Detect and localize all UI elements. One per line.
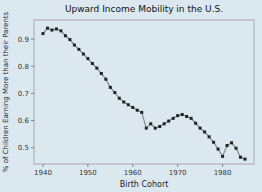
x-tick-label: 1940 bbox=[34, 169, 52, 177]
marker bbox=[109, 86, 112, 89]
marker bbox=[199, 127, 202, 130]
plot-area bbox=[41, 27, 246, 161]
marker bbox=[59, 29, 62, 32]
marker bbox=[217, 148, 220, 151]
marker bbox=[235, 147, 238, 150]
marker bbox=[167, 120, 170, 123]
marker bbox=[244, 158, 247, 161]
y-tick bbox=[31, 66, 34, 67]
marker bbox=[118, 97, 121, 100]
y-tick-label: 0.7 bbox=[18, 90, 29, 98]
marker bbox=[212, 141, 215, 144]
marker bbox=[163, 122, 166, 125]
line bbox=[43, 28, 245, 159]
marker bbox=[194, 122, 197, 125]
marker bbox=[50, 29, 53, 32]
x-tick-label: 1980 bbox=[214, 169, 232, 177]
marker bbox=[91, 62, 94, 65]
y-axis-label: % of Children Earning More than their Pa… bbox=[2, 11, 10, 172]
y-tick-label: 0.5 bbox=[18, 144, 29, 152]
marker bbox=[122, 101, 125, 104]
marker bbox=[131, 106, 134, 109]
y-tick-label: 0.8 bbox=[18, 63, 29, 71]
marker bbox=[172, 117, 175, 120]
marker bbox=[100, 72, 103, 75]
y-tick bbox=[31, 39, 34, 40]
y-tick-label: 0.9 bbox=[18, 36, 29, 44]
marker bbox=[176, 114, 179, 117]
x-tick-label: 1960 bbox=[124, 169, 142, 177]
title: Upward Income Mobility in the U.S. bbox=[65, 4, 223, 14]
marker bbox=[136, 109, 139, 112]
y-tick bbox=[31, 120, 34, 121]
plot-frame bbox=[34, 20, 254, 164]
marker bbox=[190, 117, 193, 120]
marker bbox=[95, 67, 98, 70]
marker bbox=[55, 27, 58, 30]
marker bbox=[145, 127, 148, 130]
y-tick bbox=[31, 147, 34, 148]
marker bbox=[226, 144, 229, 147]
marker bbox=[154, 127, 157, 130]
marker bbox=[127, 103, 130, 106]
marker bbox=[113, 91, 116, 94]
x-tick bbox=[42, 164, 43, 167]
marker bbox=[149, 122, 152, 125]
x-tick-label: 1970 bbox=[169, 169, 187, 177]
marker bbox=[41, 32, 44, 35]
marker bbox=[221, 155, 224, 158]
x-tick bbox=[132, 164, 133, 167]
y-tick bbox=[31, 93, 34, 94]
chart: 1940 1950 1960 1970 1980 0.5 0.6 0.7 0.8 0.9 Upwar… bbox=[0, 0, 262, 192]
marker bbox=[77, 48, 80, 51]
marker bbox=[230, 141, 233, 144]
marker bbox=[181, 113, 184, 116]
y-tick-label: 0.6 bbox=[18, 117, 30, 125]
marker bbox=[185, 115, 188, 118]
marker bbox=[203, 130, 206, 133]
marker bbox=[46, 27, 49, 30]
x-tick bbox=[177, 164, 178, 167]
x-tick bbox=[87, 164, 88, 167]
marker bbox=[104, 78, 107, 81]
marker bbox=[64, 34, 67, 37]
marker bbox=[140, 111, 143, 114]
marker bbox=[68, 38, 71, 41]
marker bbox=[158, 125, 161, 128]
marker bbox=[86, 57, 89, 60]
marker bbox=[73, 43, 76, 46]
x-tick bbox=[222, 164, 223, 167]
marker bbox=[82, 52, 85, 55]
marker bbox=[208, 135, 211, 138]
marker bbox=[239, 156, 242, 159]
x-axis-label: Birth Cohort bbox=[120, 180, 169, 189]
x-tick-label: 1950 bbox=[79, 169, 97, 177]
